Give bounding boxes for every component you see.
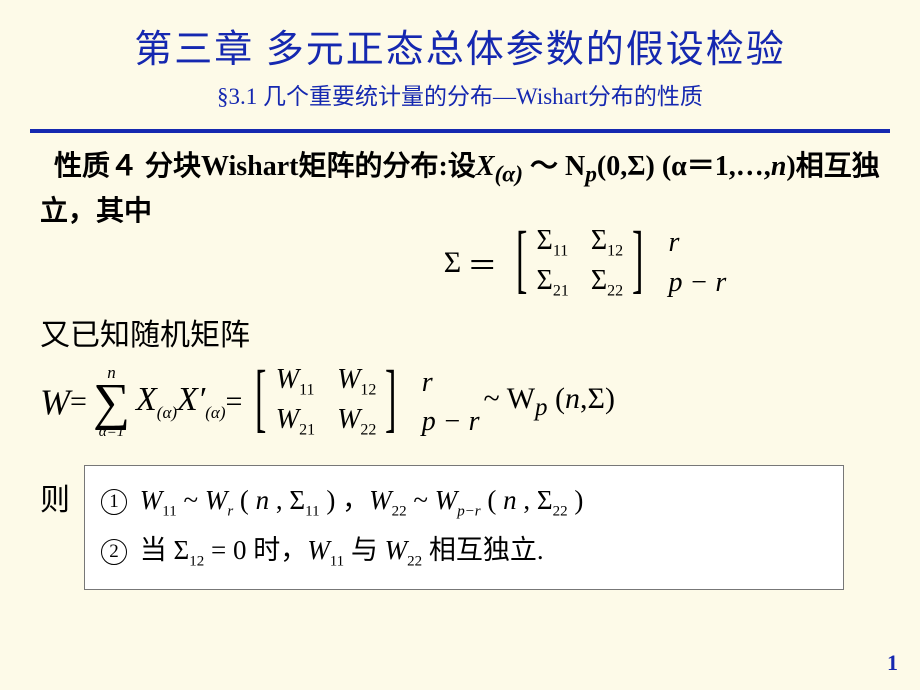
right-bracket-icon-2: ] bbox=[385, 360, 396, 443]
x-var: X bbox=[476, 151, 495, 182]
w-dim-r: r bbox=[422, 363, 480, 402]
sigma-eq: ＝ bbox=[467, 241, 497, 285]
w-dim-pr: p − r bbox=[422, 402, 480, 441]
dim-pr: p − r bbox=[668, 263, 726, 302]
sigma-sym: Σ bbox=[444, 246, 461, 280]
circle-2-icon: 2 bbox=[101, 539, 127, 565]
w-11: W11 bbox=[276, 364, 315, 400]
term2: X′(α) bbox=[177, 381, 225, 423]
w-22: W22 bbox=[337, 404, 376, 440]
eq2: = bbox=[226, 385, 243, 419]
content-area: 性质４ 分块Wishart矩阵的分布:设X(α) ～ Np(0,Σ) (α＝1,… bbox=[0, 133, 920, 590]
circle-1-icon: 1 bbox=[101, 489, 127, 515]
sigma-matrix: [ Σ11 Σ12 Σ21 Σ22 ] bbox=[509, 221, 650, 304]
page-number: 1 bbox=[887, 650, 898, 676]
section-title: §3.1 几个重要统计量的分布—Wishart分布的性质 bbox=[40, 77, 880, 111]
then-label: 则 bbox=[40, 465, 70, 519]
sigma-cells: Σ11 Σ12 Σ21 Σ22 bbox=[535, 221, 626, 304]
w-21: W21 bbox=[276, 404, 315, 440]
dist-sym: ～ N bbox=[523, 151, 585, 182]
lead-b: Wishart bbox=[201, 151, 299, 182]
n-var: n bbox=[771, 151, 787, 182]
chapter-title: 第三章 多元正态总体参数的假设检验 bbox=[40, 18, 880, 73]
w-cells: W11 W12 W21 W22 bbox=[274, 360, 379, 443]
left-bracket-icon: [ bbox=[516, 221, 527, 304]
lead-c: 矩阵的分布:设 bbox=[299, 151, 476, 182]
result-line-2: 2 当 Σ12 = 0 时，W11 与 W22 相互独立. bbox=[101, 526, 827, 575]
summation: n ∑ α=1 bbox=[93, 364, 130, 440]
sigma-11: Σ11 bbox=[537, 225, 569, 261]
w-dims: r p − r bbox=[422, 363, 480, 441]
w-dist: ~ Wp (n,Σ) bbox=[484, 382, 615, 422]
sigma-dims: r p − r bbox=[668, 223, 726, 301]
dist-args: (0,Σ) (α＝1,…, bbox=[597, 151, 771, 182]
x-sub: (α) bbox=[495, 162, 523, 188]
sigma-12: Σ12 bbox=[591, 225, 623, 261]
w-12: W12 bbox=[337, 364, 376, 400]
sigma-icon: ∑ bbox=[93, 381, 130, 425]
right-bracket-icon: ] bbox=[632, 221, 643, 304]
dim-r: r bbox=[668, 223, 726, 262]
w-matrix: [ W11 W12 W21 W22 ] bbox=[248, 360, 403, 443]
result-box: 1 W11 ~ Wr ( n , Σ11 ) ，W22 ~ Wp−r ( n ,… bbox=[84, 465, 844, 590]
left-bracket-icon-2: [ bbox=[255, 360, 266, 443]
result-line-1: 1 W11 ~ Wr ( n , Σ11 ) ，W22 ~ Wp−r ( n ,… bbox=[101, 476, 827, 525]
then-row: 则 1 W11 ~ Wr ( n , Σ11 ) ，W22 ~ Wp−r ( n… bbox=[40, 465, 880, 590]
lead-a: 性质４ 分块 bbox=[54, 151, 201, 182]
sum-bot: α=1 bbox=[99, 425, 125, 440]
title-block: 第三章 多元正态总体参数的假设检验 §3.1 几个重要统计量的分布—Wishar… bbox=[0, 0, 920, 119]
known-matrix-line: 又已知随机矩阵 bbox=[40, 310, 880, 354]
sigma-equation: Σ ＝ [ Σ11 Σ12 Σ21 Σ22 ] r p − r bbox=[290, 221, 880, 304]
np-sub: p bbox=[585, 162, 597, 188]
term1: X(α) bbox=[136, 381, 177, 423]
w-equation: W = n ∑ α=1 X(α) X′(α) = [ W11 W12 W21 W… bbox=[40, 360, 880, 443]
sigma-21: Σ21 bbox=[537, 265, 569, 301]
sigma-22: Σ22 bbox=[591, 265, 623, 301]
W-sym: W bbox=[40, 381, 70, 423]
eq1: = bbox=[70, 385, 87, 419]
